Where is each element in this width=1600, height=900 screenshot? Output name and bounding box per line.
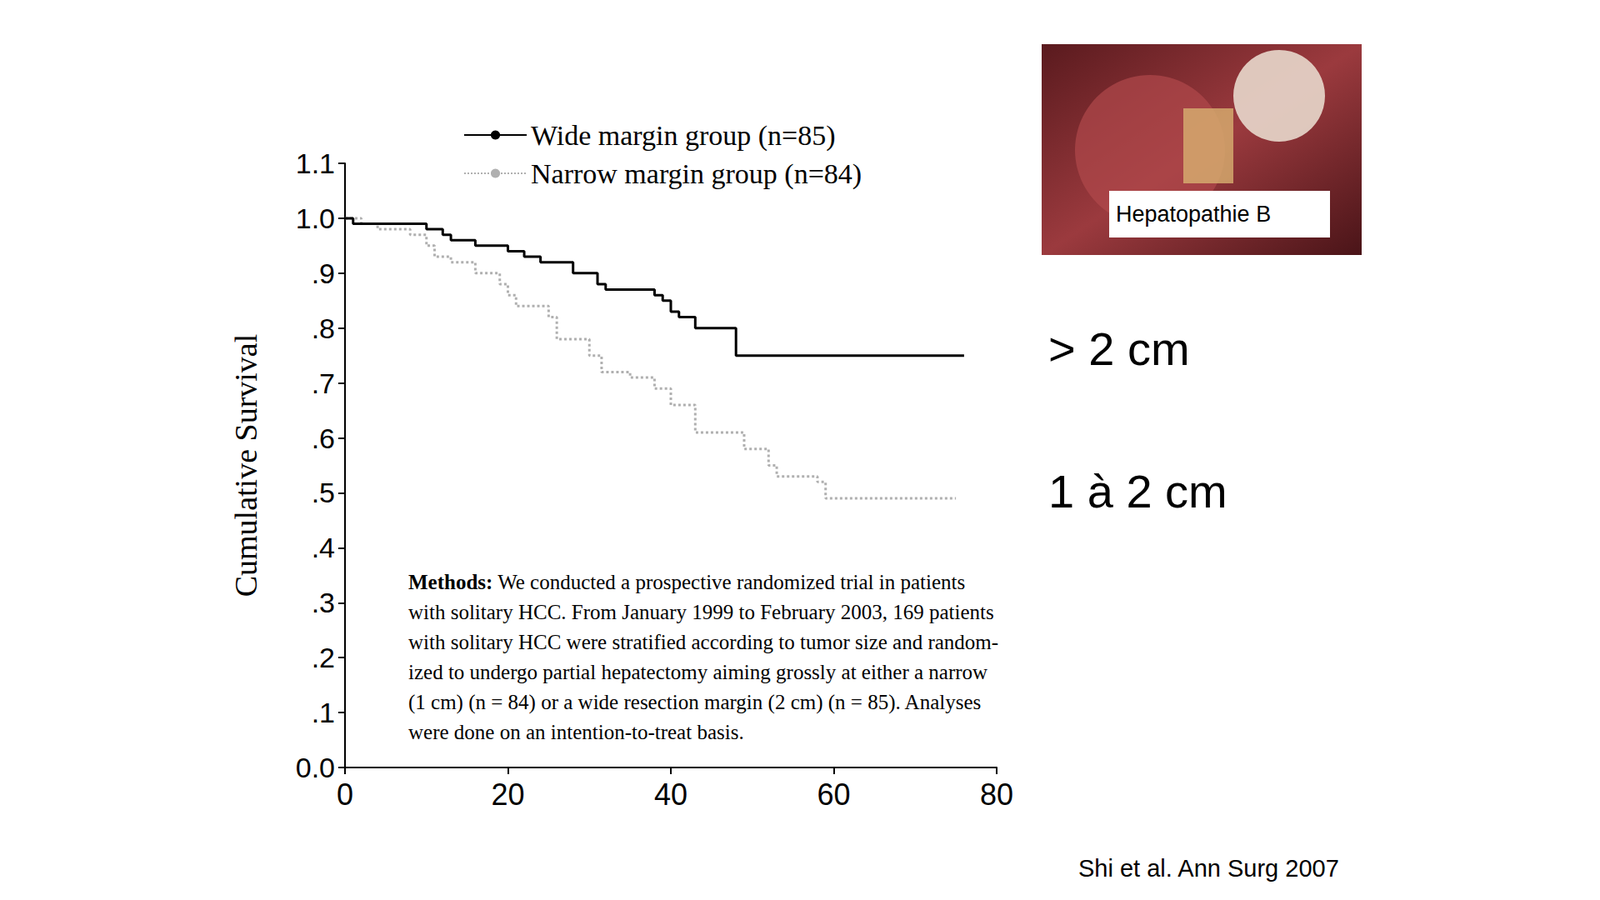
svg-text:Methods:: Methods:: [408, 570, 493, 594]
svg-text:.3: .3: [311, 586, 335, 619]
svg-text:1.1: 1.1: [295, 147, 335, 180]
svg-text:Hepatopathie B: Hepatopathie B: [1115, 201, 1271, 227]
svg-text:60: 60: [816, 777, 850, 812]
svg-text:0.0: 0.0: [295, 751, 335, 784]
svg-text:0: 0: [336, 777, 354, 812]
svg-text:.5: .5: [311, 476, 335, 509]
svg-text:with solitary HCC. From Januar: with solitary HCC. From January 1999 to …: [408, 600, 995, 624]
svg-text:with solitary HCC were stratif: with solitary HCC were stratified accord…: [408, 630, 999, 654]
svg-text:Narrow margin group (n=84): Narrow margin group (n=84): [530, 158, 862, 190]
svg-text:We conducted a prospective ran: We conducted a prospective randomized tr…: [492, 570, 965, 594]
svg-text:.7: .7: [311, 367, 335, 400]
svg-text:.6: .6: [311, 422, 335, 455]
svg-text:> 2 cm: > 2 cm: [1048, 322, 1190, 375]
svg-text:Shi et al. Ann Surg 2007: Shi et al. Ann Surg 2007: [1078, 855, 1340, 882]
svg-text:20: 20: [490, 777, 525, 812]
svg-text:.1: .1: [311, 696, 335, 729]
svg-text:were done on an intention-to-t: were done on an intention-to-treat basis…: [408, 720, 745, 744]
svg-text:40: 40: [654, 777, 688, 812]
svg-text:.9: .9: [311, 257, 335, 290]
svg-text:.2: .2: [311, 641, 335, 674]
svg-text:.8: .8: [311, 312, 335, 345]
svg-text:.4: .4: [311, 531, 335, 564]
svg-text:Cumulative Survival: Cumulative Survival: [228, 334, 264, 598]
svg-text:1 à 2 cm: 1 à 2 cm: [1048, 465, 1228, 518]
svg-text:80: 80: [980, 777, 1014, 812]
svg-text:1.0: 1.0: [295, 202, 335, 235]
svg-text:Wide margin group (n=85): Wide margin group (n=85): [530, 120, 836, 152]
svg-text:ized to undergo partial hepate: ized to undergo partial hepatectomy aimi…: [408, 660, 988, 684]
svg-text:(1 cm) (n = 84) or a wide rese: (1 cm) (n = 84) or a wide resection marg…: [408, 690, 981, 715]
